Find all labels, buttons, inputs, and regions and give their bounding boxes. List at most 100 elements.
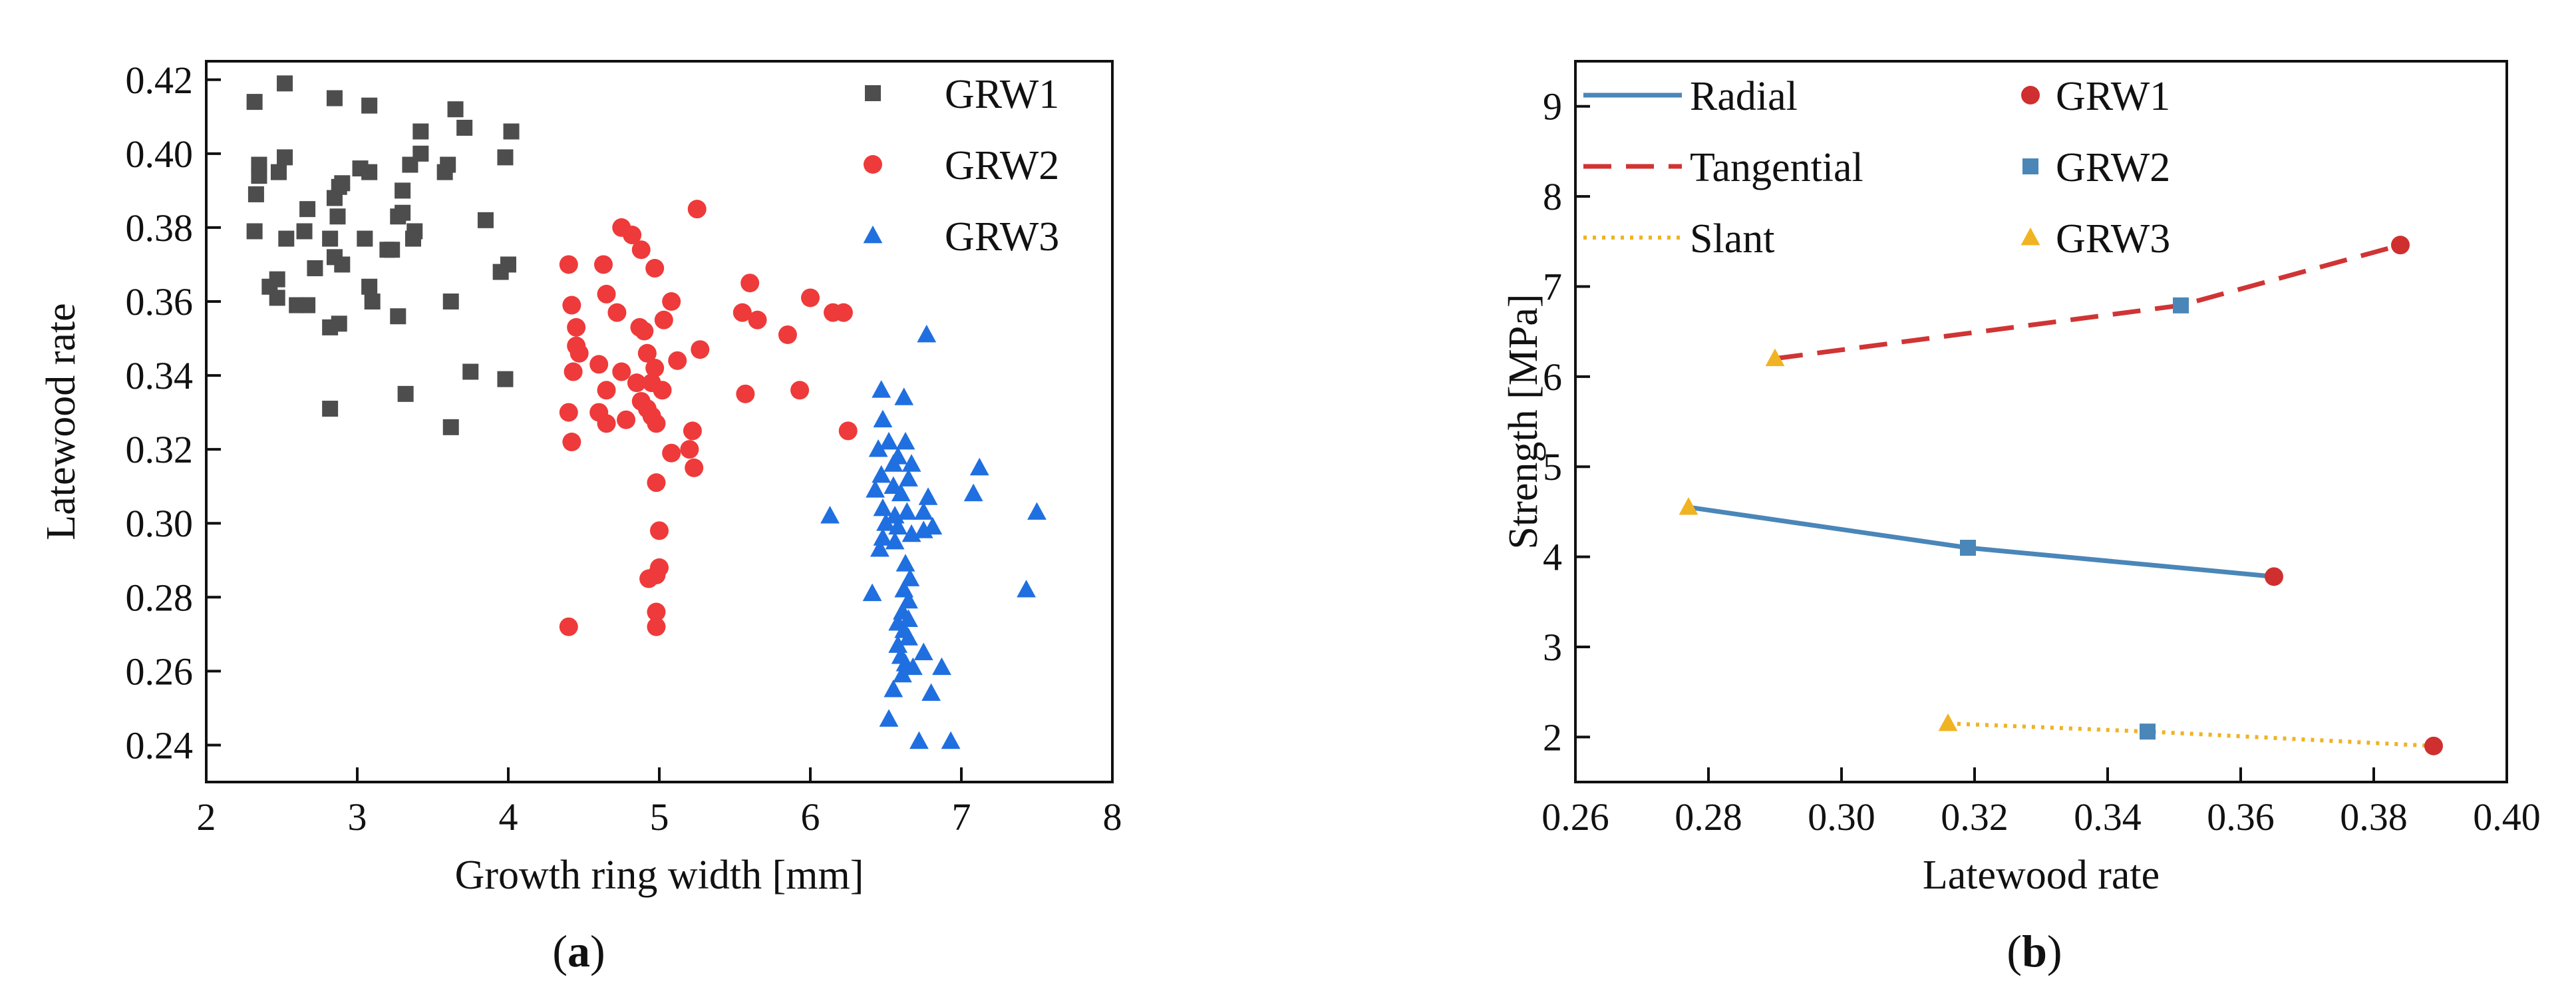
data-point-grw3	[932, 657, 951, 676]
data-point-grw3	[909, 731, 929, 749]
y-tick-label: 6	[1543, 355, 1562, 399]
series-line-radial	[1688, 504, 2275, 579]
data-point-grw1	[322, 230, 339, 247]
data-point-grw1	[503, 123, 520, 140]
data-point-grw2	[647, 414, 666, 433]
panel-b-x-axis-ticks: 0.26 0.28 0.30 0.32 0.34 0.36 0.38 0.40	[1541, 767, 2541, 839]
y-tick-label: 0.36	[126, 280, 194, 323]
data-point-grw3	[879, 431, 899, 450]
data-point-grw1	[296, 223, 313, 240]
data-point-grw2	[647, 473, 666, 493]
panel-a-x-axis-label: Growth ring width [mm]	[455, 853, 864, 898]
y-tick-label: 7	[1543, 265, 1562, 308]
data-point-grw1	[456, 119, 473, 136]
data-point-grw2	[662, 443, 681, 463]
data-point-grw2	[627, 373, 646, 393]
data-point-grw1	[357, 230, 373, 247]
data-point-grw3	[873, 498, 893, 516]
data-point-grw3	[891, 483, 911, 502]
data-point-grw3	[1938, 713, 1958, 731]
data-point-grw3	[899, 590, 918, 609]
data-point-grw2	[2173, 297, 2189, 313]
data-point-grw2	[650, 521, 669, 540]
panel-a-legend: GRW1 GRW2 GRW3	[863, 72, 1059, 260]
data-point-grw3	[901, 454, 921, 472]
data-point-grw1	[269, 290, 285, 306]
data-point-grw2	[662, 292, 681, 311]
data-point-grw3	[923, 516, 943, 535]
legend-marker-grw1	[2021, 86, 2040, 104]
data-point-grw3	[895, 431, 915, 450]
data-point-grw1	[331, 315, 347, 332]
panel-b-series-lines	[1688, 242, 2434, 748]
data-point-grw2	[637, 343, 657, 363]
panel-b-y-axis-ticks: 2 3 4 5 6 7 8 9	[1543, 85, 1590, 759]
data-point-grw1	[322, 401, 339, 417]
data-point-grw2	[564, 362, 583, 381]
x-tick-label: 2	[197, 795, 216, 839]
data-point-grw1	[395, 204, 411, 221]
data-point-grw2	[647, 602, 666, 622]
data-point-grw3	[899, 469, 918, 487]
data-point-grw1	[326, 190, 343, 206]
data-point-grw1	[497, 149, 514, 166]
y-tick-label: 9	[1543, 85, 1562, 128]
data-point-grw1	[334, 175, 351, 192]
data-point-grw3	[900, 568, 920, 586]
data-point-grw1	[246, 94, 263, 110]
data-point-grw1	[412, 145, 429, 162]
y-tick-label: 0.26	[126, 650, 194, 693]
data-point-grw1	[447, 101, 464, 118]
data-point-grw2	[778, 325, 797, 344]
data-point-grw2	[623, 226, 642, 245]
data-point-grw2	[559, 617, 578, 636]
series-line-tangential	[1774, 242, 2401, 361]
data-point-grw3	[897, 502, 917, 520]
data-point-grw3	[870, 538, 889, 557]
legend-marker-grw2	[2022, 158, 2038, 174]
data-point-grw1	[462, 363, 479, 380]
data-point-grw3	[1017, 580, 1037, 598]
data-point-grw1	[2265, 567, 2283, 586]
data-point-grw2	[653, 381, 672, 400]
y-tick-label: 0.32	[126, 428, 194, 471]
legend-marker-grw3	[863, 225, 883, 244]
x-tick-label: 5	[650, 795, 669, 839]
data-point-grw1	[277, 149, 293, 166]
data-point-grw3	[868, 439, 888, 457]
y-tick-label: 0.42	[126, 59, 194, 102]
panel-a-caption-label: (a)	[552, 926, 605, 976]
data-point-grw2	[594, 255, 613, 274]
y-tick-label: 2	[1543, 715, 1562, 759]
data-point-grw1	[361, 97, 378, 114]
data-point-grw2	[589, 355, 609, 374]
data-point-grw3	[885, 531, 905, 550]
data-point-grw2	[2140, 723, 2156, 740]
data-point-grw2	[790, 381, 810, 400]
y-tick-label: 0.34	[126, 354, 194, 397]
data-point-grw3	[893, 664, 912, 683]
legend-marker-grw1	[865, 85, 881, 101]
data-point-grw2	[607, 303, 627, 322]
legend-label-slant: Slant	[1690, 216, 1774, 262]
data-point-grw2	[748, 310, 767, 329]
data-point-grw2	[732, 303, 752, 322]
x-tick-label: 0.40	[2473, 795, 2541, 839]
data-point-grw1	[395, 182, 411, 199]
data-point-grw2	[597, 284, 616, 303]
data-point-grw2	[635, 321, 654, 341]
panel-a-data-points	[246, 75, 1046, 749]
panel-b-caption-label: (b)	[2007, 926, 2062, 976]
data-point-grw1	[2391, 236, 2410, 255]
data-point-grw2	[834, 303, 853, 322]
data-point-grw2	[569, 343, 589, 363]
panel-b-x-axis-label: Latewood rate	[1923, 853, 2160, 898]
data-point-grw3	[888, 516, 908, 535]
data-point-grw3	[866, 480, 886, 498]
data-point-grw3	[879, 709, 899, 727]
data-point-grw1	[246, 223, 263, 240]
data-point-grw3	[921, 683, 941, 701]
data-point-grw3	[1679, 497, 1698, 515]
data-point-grw1	[329, 208, 346, 225]
